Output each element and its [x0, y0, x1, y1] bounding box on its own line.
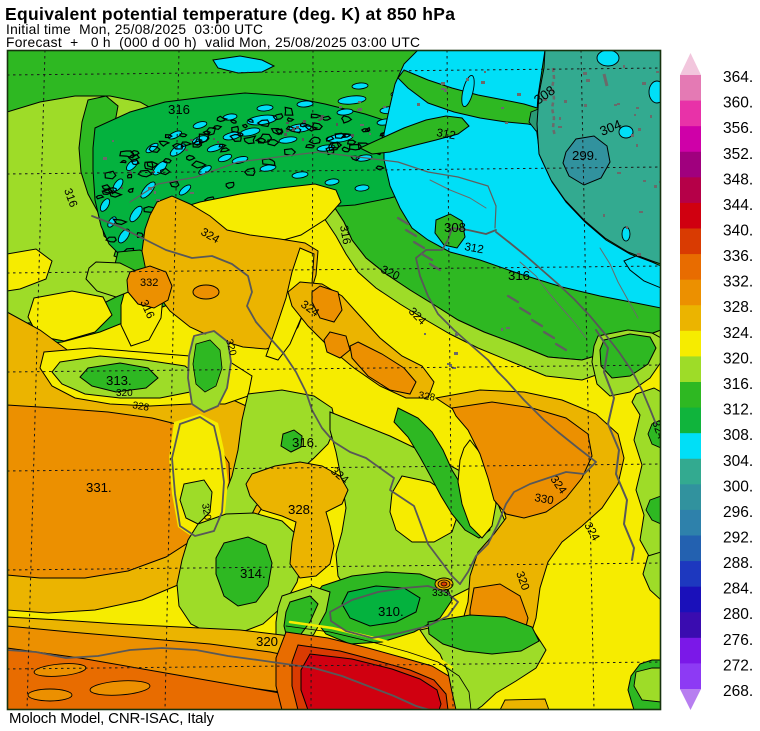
svg-text:320: 320 [256, 634, 278, 649]
svg-text:310.: 310. [378, 604, 404, 619]
svg-text:316.: 316. [292, 435, 318, 450]
svg-text:296.: 296. [723, 504, 753, 521]
svg-text:328: 328 [417, 390, 436, 404]
svg-text:348.: 348. [723, 171, 753, 188]
svg-text:332: 332 [140, 277, 158, 289]
svg-text:320: 320 [199, 503, 213, 522]
svg-text:313.: 313. [106, 373, 132, 388]
svg-text:332.: 332. [723, 274, 753, 291]
svg-text:352.: 352. [723, 146, 753, 163]
svg-text:316: 316 [168, 102, 190, 117]
svg-text:324.: 324. [723, 325, 753, 342]
svg-text:320.: 320. [723, 350, 753, 367]
svg-text:308: 308 [444, 220, 466, 235]
svg-text:330: 330 [533, 492, 554, 507]
svg-text:284.: 284. [723, 581, 753, 598]
svg-text:272.: 272. [723, 657, 753, 674]
svg-text:312.: 312. [723, 402, 753, 419]
svg-text:280.: 280. [723, 606, 753, 623]
svg-text:328: 328 [131, 400, 150, 414]
svg-text:Initial time Mon, 25/08/2025: Initial time Mon, 25/08/2025 03:00 UTC [6, 22, 263, 37]
svg-text:320: 320 [116, 388, 133, 399]
svg-text:276.: 276. [723, 632, 753, 649]
svg-text:312: 312 [463, 241, 484, 256]
svg-text:364.: 364. [723, 69, 753, 86]
svg-text:Moloch Model, CNR-ISAC, Italy: Moloch Model, CNR-ISAC, Italy [9, 710, 215, 727]
svg-text:316: 316 [337, 224, 352, 245]
svg-text:312: 312 [435, 127, 456, 142]
svg-text:320: 320 [223, 338, 238, 357]
svg-text:336.: 336. [723, 248, 753, 265]
svg-text:268.: 268. [723, 683, 753, 700]
svg-text:300.: 300. [723, 478, 753, 495]
svg-text:Forecast + 0 h (000 d 00 h: Forecast + 0 h (000 d 00 h) valid Mon, 2… [6, 35, 420, 50]
svg-text:328.: 328. [288, 502, 314, 517]
svg-text:308.: 308. [723, 427, 753, 444]
svg-text:299.: 299. [572, 148, 598, 163]
svg-text:331.: 331. [86, 480, 112, 495]
svg-text:316.: 316. [723, 376, 753, 393]
svg-text:Equivalent potential temperatu: Equivalent potential temperature (deg. K… [5, 4, 455, 24]
svg-text:340.: 340. [723, 223, 753, 240]
svg-text:328.: 328. [723, 299, 753, 316]
svg-text:324: 324 [649, 419, 667, 442]
svg-text:333.: 333. [432, 588, 451, 599]
svg-text:356.: 356. [723, 120, 753, 137]
svg-text:316: 316 [508, 268, 530, 283]
svg-text:314.: 314. [240, 566, 266, 581]
svg-text:360.: 360. [723, 95, 753, 112]
svg-text:292.: 292. [723, 530, 753, 547]
svg-text:304.: 304. [723, 453, 753, 470]
svg-text:288.: 288. [723, 555, 753, 572]
svg-text:344.: 344. [723, 197, 753, 214]
